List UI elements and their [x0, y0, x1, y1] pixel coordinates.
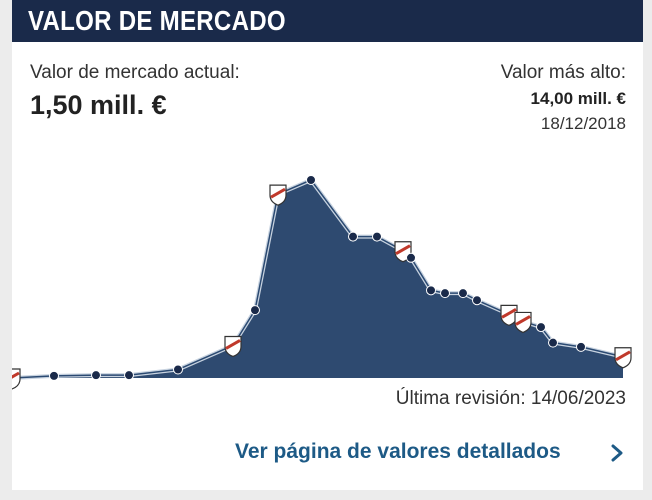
chart-point[interactable] — [536, 322, 546, 333]
club-crest-icon[interactable] — [514, 311, 532, 334]
chart-point[interactable] — [548, 337, 558, 348]
detailed-values-link[interactable]: Ver página de valores detallados — [235, 440, 561, 463]
highest-value-date: 18/12/2018 — [540, 114, 626, 133]
current-value: 1,50 mill. € — [30, 90, 167, 120]
card-header: VALOR DE MERCADO — [12, 0, 643, 42]
market-value-card: VALOR DE MERCADO Valor de mercado actual… — [12, 0, 643, 490]
club-crest-icon[interactable] — [269, 184, 287, 206]
chart-point[interactable] — [348, 231, 358, 242]
chart-point[interactable] — [426, 285, 436, 296]
chart-point[interactable] — [576, 341, 586, 352]
chart-point[interactable] — [306, 175, 316, 185]
chart-point[interactable] — [91, 370, 101, 381]
chart-area — [12, 180, 623, 378]
card-title: VALOR DE MERCADO — [28, 5, 286, 36]
club-crest-icon[interactable] — [12, 368, 21, 390]
chart-point[interactable] — [49, 370, 59, 381]
market-value-chart[interactable] — [12, 0, 643, 400]
current-value-label: Valor de mercado actual: — [30, 62, 240, 83]
highest-value-label: Valor más alto: — [500, 62, 626, 83]
highest-value: 14,00 mill. € — [530, 89, 626, 108]
chart-point[interactable] — [406, 252, 416, 263]
club-crest-icon[interactable] — [614, 347, 632, 369]
chart-point[interactable] — [458, 288, 468, 299]
chart-point[interactable] — [440, 288, 450, 299]
club-crest-icon[interactable] — [224, 335, 242, 358]
chevron-right-icon[interactable] — [608, 440, 628, 466]
chart-point[interactable] — [124, 370, 134, 381]
chart-point[interactable] — [173, 364, 183, 375]
chart-point[interactable] — [250, 305, 260, 316]
chart-point[interactable] — [472, 295, 482, 306]
chart-point[interactable] — [372, 231, 382, 242]
last-revision: Última revisión: 14/06/2023 — [395, 388, 626, 409]
